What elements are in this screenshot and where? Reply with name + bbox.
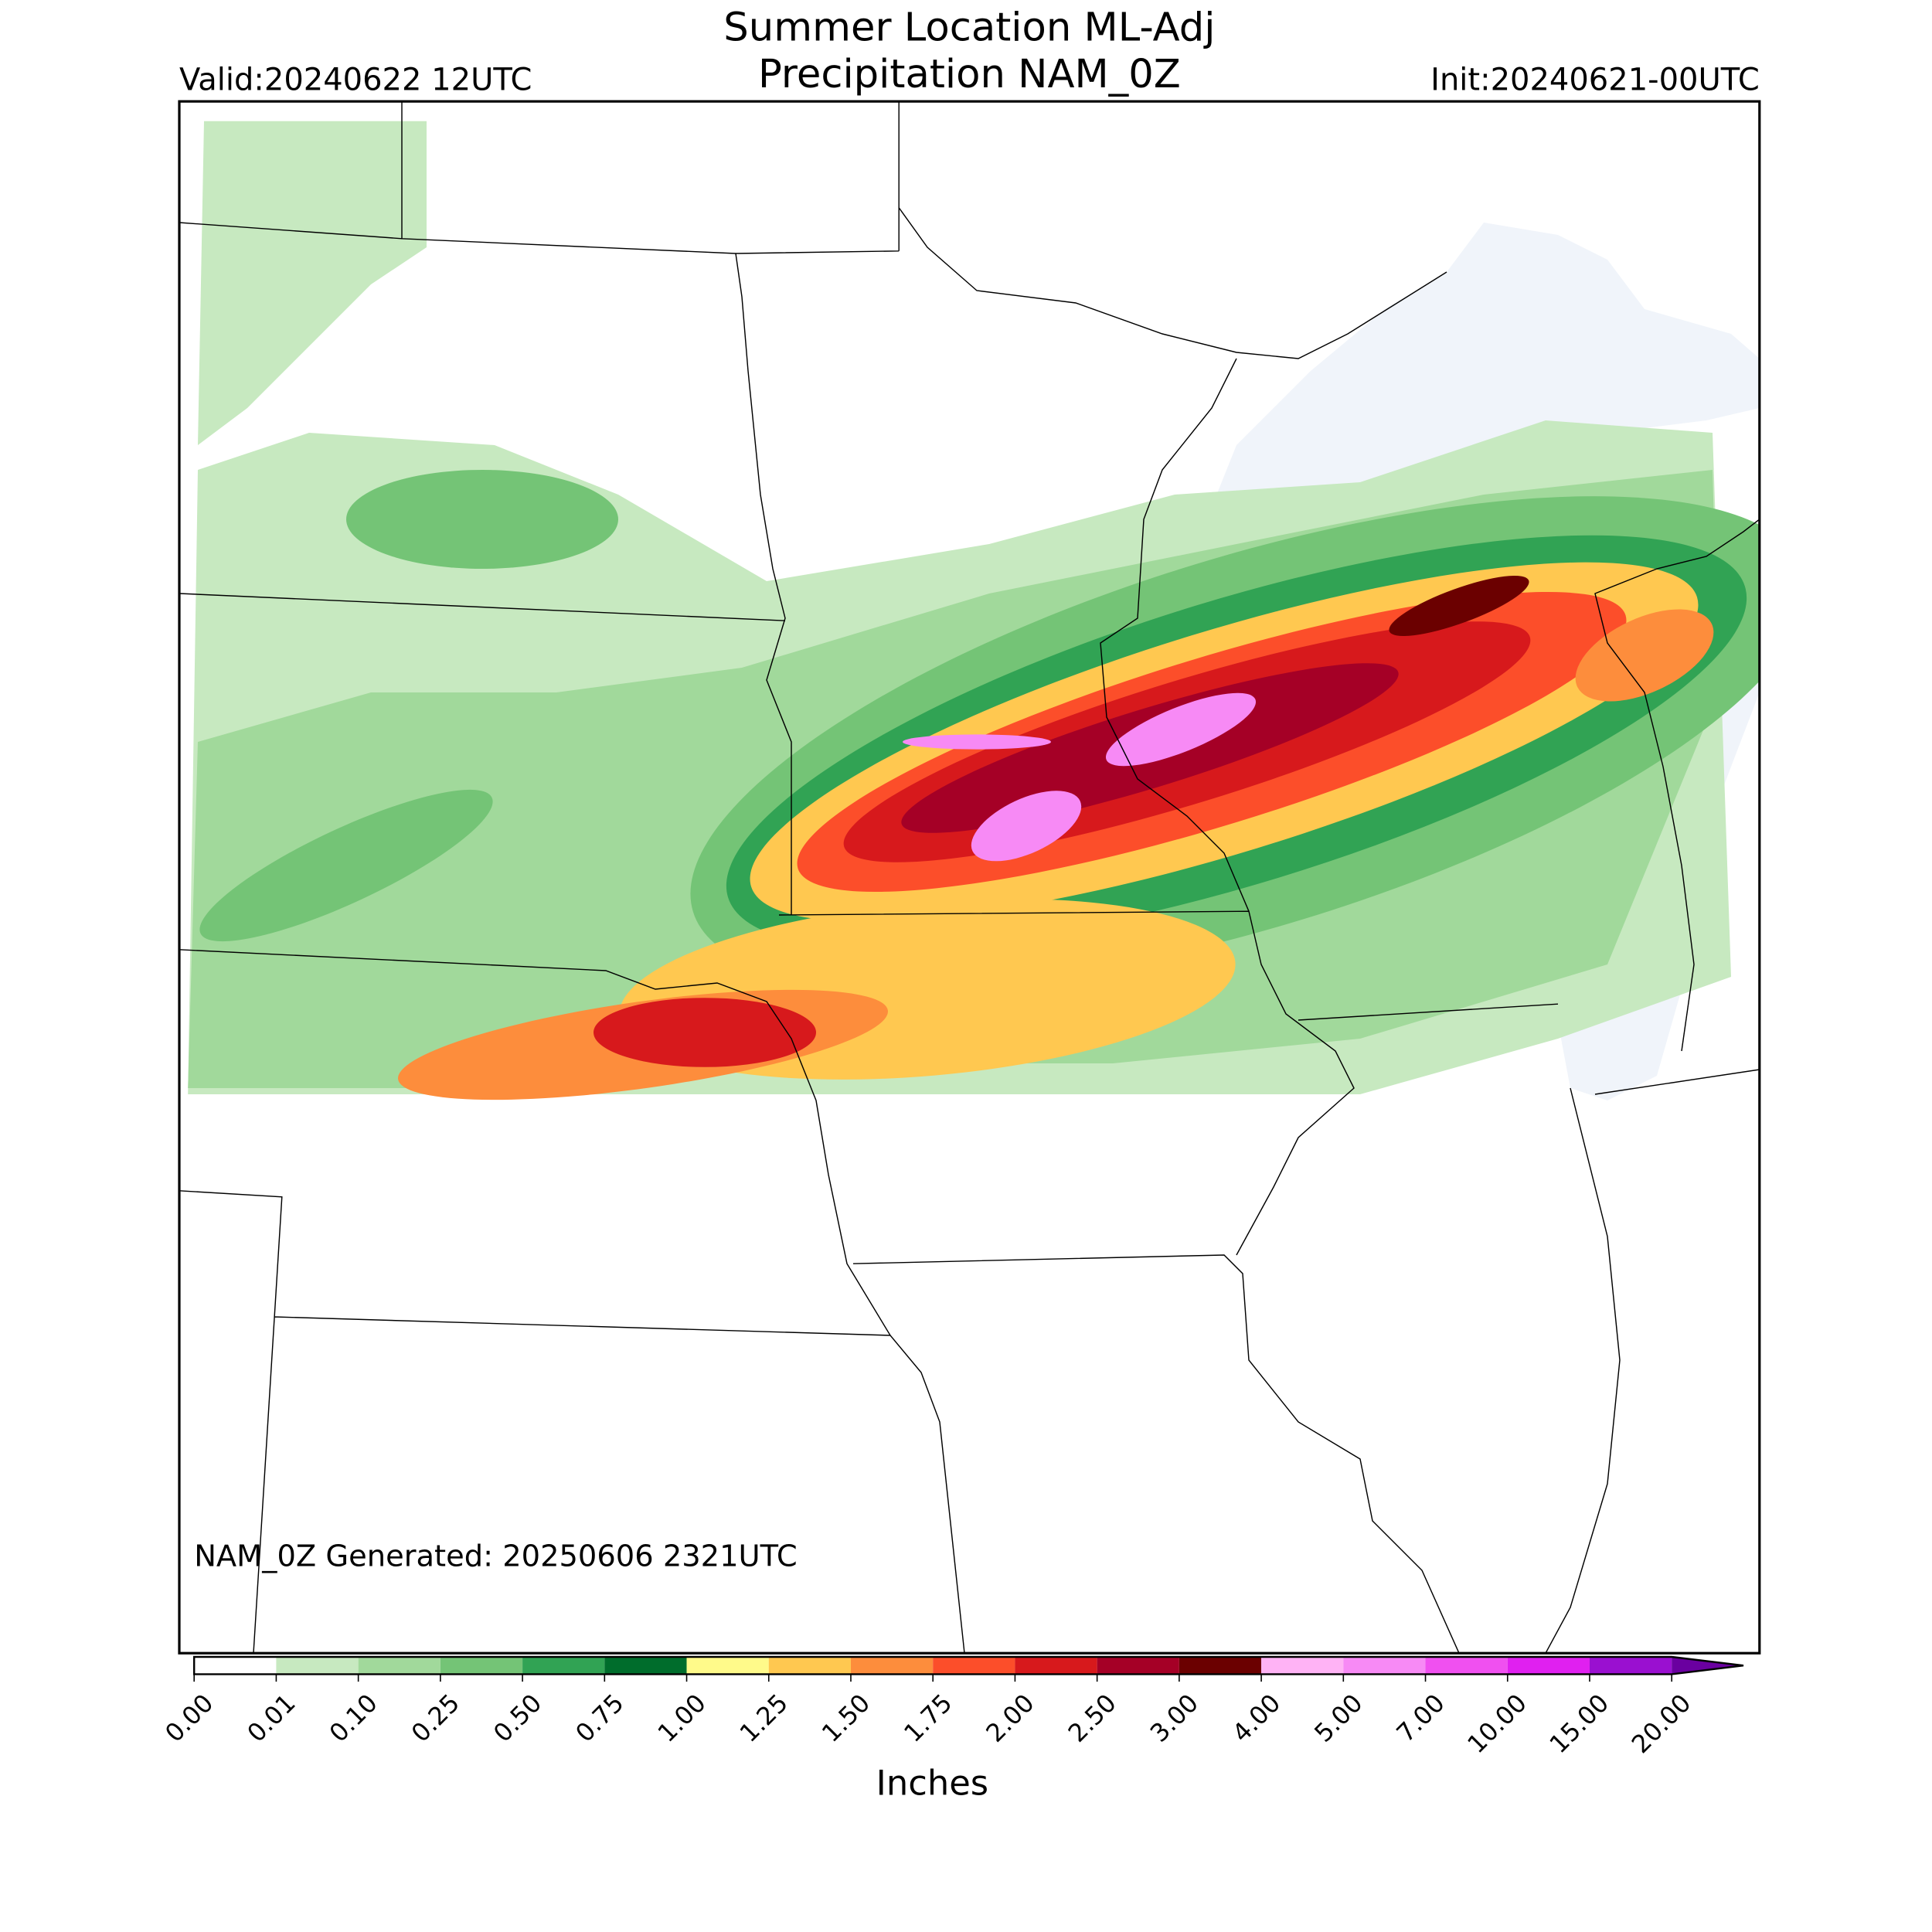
colorbar-segment <box>1261 1657 1344 1675</box>
title: Summer Location ML-Adj <box>723 4 1215 50</box>
colorbar-segment <box>1179 1657 1262 1675</box>
colorbar-outline <box>193 1655 1744 1675</box>
colorbar-segment <box>1097 1657 1179 1675</box>
colorbar-segment <box>1425 1657 1508 1675</box>
map-frame <box>178 100 1761 1655</box>
colorbar-tick-label: 2.50 <box>1063 1689 1122 1748</box>
colorbar-tick-label: 0.01 <box>241 1689 301 1748</box>
precip-area <box>971 791 1082 862</box>
colorbar-tick-label: 15.00 <box>1544 1689 1615 1760</box>
precip-area <box>903 734 1051 750</box>
border <box>179 101 900 254</box>
colorbar-tick-label: 0.00 <box>159 1689 219 1748</box>
colorbar-segment <box>1507 1657 1590 1675</box>
colorbar-tick-label: 7.00 <box>1391 1689 1451 1748</box>
colorbar-tick-label: 0.75 <box>570 1689 629 1748</box>
colorbar-extend <box>1672 1657 1743 1675</box>
colorbar-segment <box>850 1657 934 1675</box>
colorbar-tick-label: 20.00 <box>1626 1689 1697 1760</box>
colorbar-segment <box>194 1657 277 1675</box>
colorbar-segment <box>604 1657 687 1675</box>
precip-area <box>1389 575 1529 637</box>
precip-area <box>199 789 493 942</box>
map <box>178 100 1761 1655</box>
precip-area <box>198 121 427 446</box>
precip-area <box>594 998 816 1067</box>
precip-area <box>1105 692 1257 767</box>
lake-superior <box>1212 223 1760 519</box>
coastline <box>1594 519 1760 1052</box>
colorbar-segment <box>1343 1657 1426 1675</box>
border <box>179 1190 1460 1654</box>
colorbar-segment <box>686 1657 769 1675</box>
colorbar: 0.00 0.01 0.10 0.25 0.50 0.75 1.00 1.25 1.50 1.75… <box>159 1655 1744 1760</box>
colorbar-segment <box>933 1657 1015 1675</box>
colorbar-tick-label: 4.00 <box>1226 1689 1286 1748</box>
valid-time: Valid:20240622 12UTC <box>179 63 532 98</box>
colorbar-segment <box>522 1657 605 1675</box>
border <box>179 910 1355 1654</box>
colorbar-tick-label: 2.00 <box>980 1689 1039 1748</box>
border <box>898 207 1447 912</box>
colorbar-tick-label: 1.50 <box>816 1689 876 1748</box>
precip-area <box>346 470 618 569</box>
colorbar-segment <box>276 1657 359 1675</box>
colorbar-tick-label: 0.25 <box>406 1689 465 1748</box>
border <box>1298 1003 1760 1654</box>
colorbar-tick-label: 0.10 <box>324 1689 383 1748</box>
colorbar-tick-label: 1.75 <box>898 1689 957 1748</box>
border <box>179 253 792 915</box>
colorbar-segment <box>1589 1657 1672 1675</box>
colorbar-tick-label: 1.25 <box>734 1689 794 1748</box>
colorbar-tick-label: 10.00 <box>1461 1689 1532 1760</box>
colorbar-tick-label: 3.00 <box>1145 1689 1204 1748</box>
colorbar-segment <box>358 1657 440 1675</box>
colorbar-tick-label: 0.50 <box>488 1689 547 1748</box>
colorbar-segment <box>440 1657 523 1675</box>
colorbar-label: Inches <box>876 1762 989 1803</box>
colorbar-segment <box>768 1657 851 1675</box>
precip-area <box>1575 609 1714 702</box>
generated-note: NAM_0Z Generated: 20250606 2321UTC <box>194 1539 797 1574</box>
colorbar-tick-label: 5.00 <box>1308 1689 1368 1748</box>
colorbar-tick-label: 1.00 <box>652 1689 712 1748</box>
subtitle: Precipitation NAM_0Z <box>758 51 1181 97</box>
colorbar-segment <box>1015 1657 1097 1675</box>
init-time: Init:20240621-00UTC <box>1430 63 1760 98</box>
